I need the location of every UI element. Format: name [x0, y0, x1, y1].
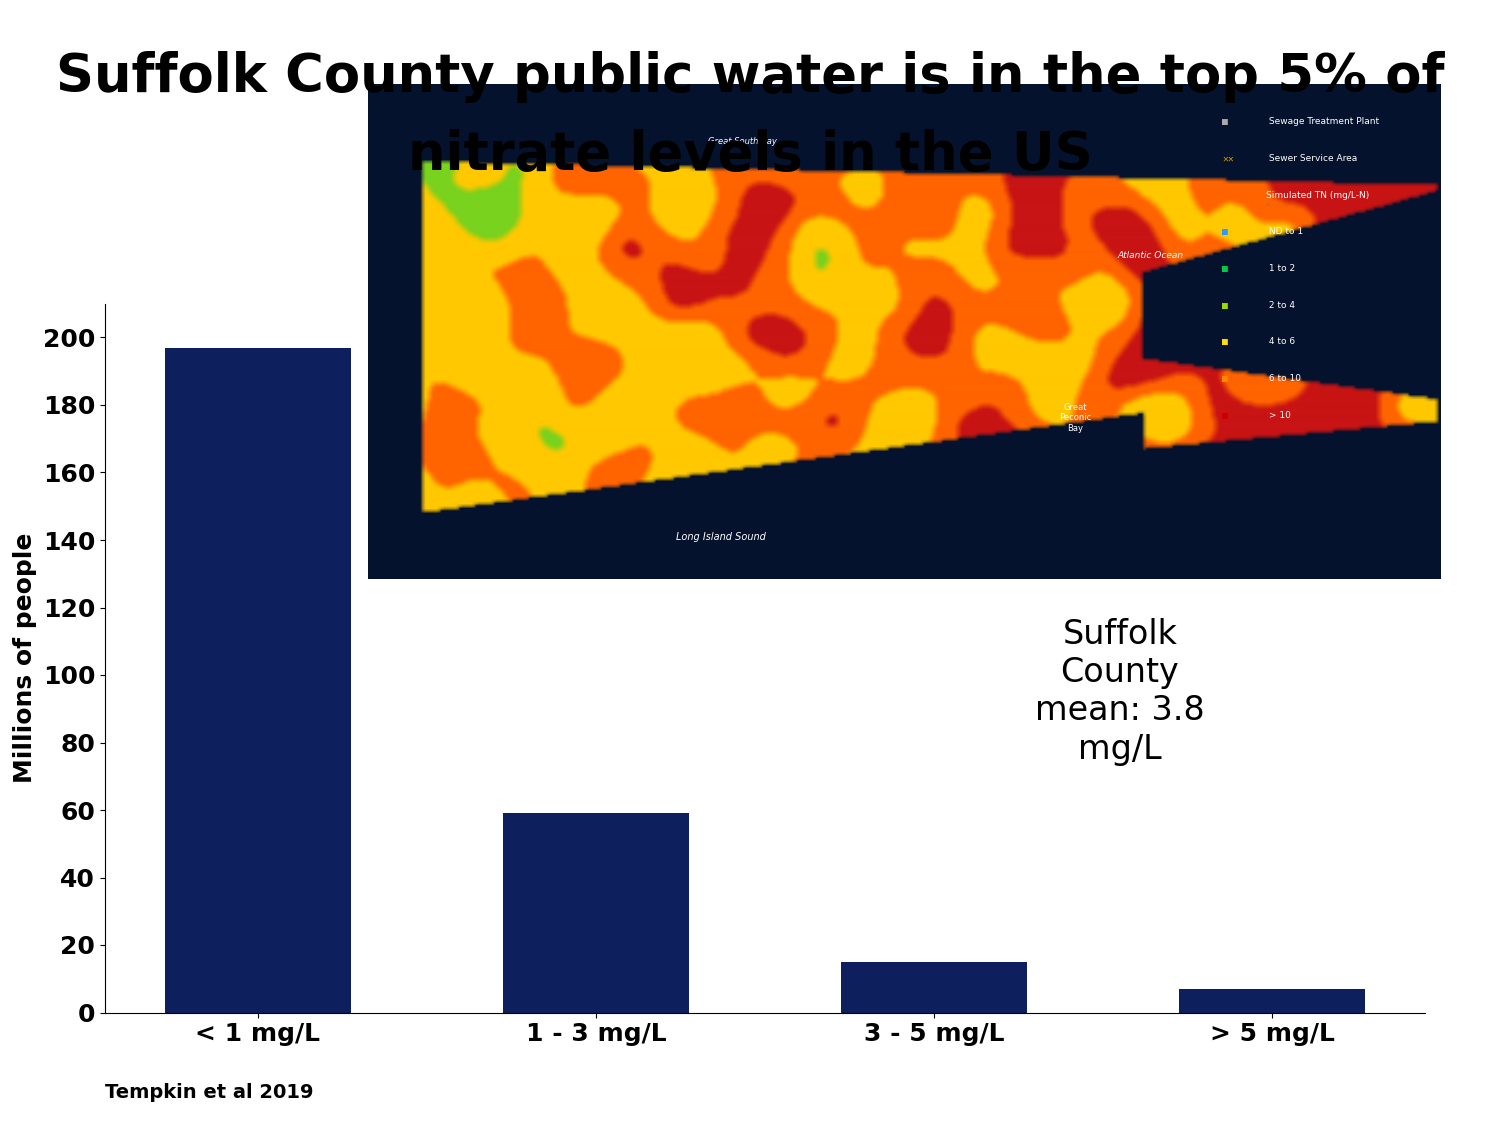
Text: > 10: > 10	[1266, 411, 1292, 420]
Text: ■: ■	[1222, 411, 1228, 421]
Text: ✕✕: ✕✕	[1222, 154, 1233, 164]
Text: Sewer Service Area: Sewer Service Area	[1266, 154, 1358, 163]
Text: 4 to 6: 4 to 6	[1266, 338, 1296, 346]
Text: Simulated TN (mg/L-N): Simulated TN (mg/L-N)	[1266, 190, 1370, 199]
Text: 1 to 2: 1 to 2	[1266, 264, 1296, 273]
Text: Atlantic Ocean: Atlantic Ocean	[1118, 251, 1184, 260]
Text: Sewage Treatment Plant: Sewage Treatment Plant	[1266, 117, 1380, 126]
Text: ■: ■	[1222, 117, 1228, 127]
Bar	[503, 813, 688, 1012]
Text: ■: ■	[1222, 338, 1228, 348]
Text: Suffolk County public water is in the top 5% of: Suffolk County public water is in the to…	[56, 51, 1444, 102]
Text: ■: ■	[1222, 264, 1228, 274]
Text: Great
Peconic
Bay: Great Peconic Bay	[1059, 403, 1092, 433]
Text: 2 to 4: 2 to 4	[1266, 300, 1294, 309]
Text: ■: ■	[1222, 227, 1228, 237]
Text: Suffolk
County
mean: 3.8
mg/L: Suffolk County mean: 3.8 mg/L	[1035, 618, 1205, 766]
Bar	[842, 962, 1028, 1012]
Text: 6 to 10: 6 to 10	[1266, 375, 1300, 384]
Bar	[165, 348, 351, 1012]
Text: ND to 1: ND to 1	[1266, 227, 1304, 236]
Bar	[1179, 989, 1365, 1012]
Text: ■: ■	[1222, 375, 1228, 384]
Text: nitrate levels in the US: nitrate levels in the US	[408, 129, 1092, 181]
Text: Tempkin et al 2019: Tempkin et al 2019	[105, 1083, 314, 1102]
Text: ■: ■	[1222, 300, 1228, 310]
Y-axis label: Millions of people: Millions of people	[13, 533, 38, 783]
Text: Great South Bay: Great South Bay	[708, 137, 777, 146]
Text: Long Island Sound: Long Island Sound	[676, 532, 766, 542]
